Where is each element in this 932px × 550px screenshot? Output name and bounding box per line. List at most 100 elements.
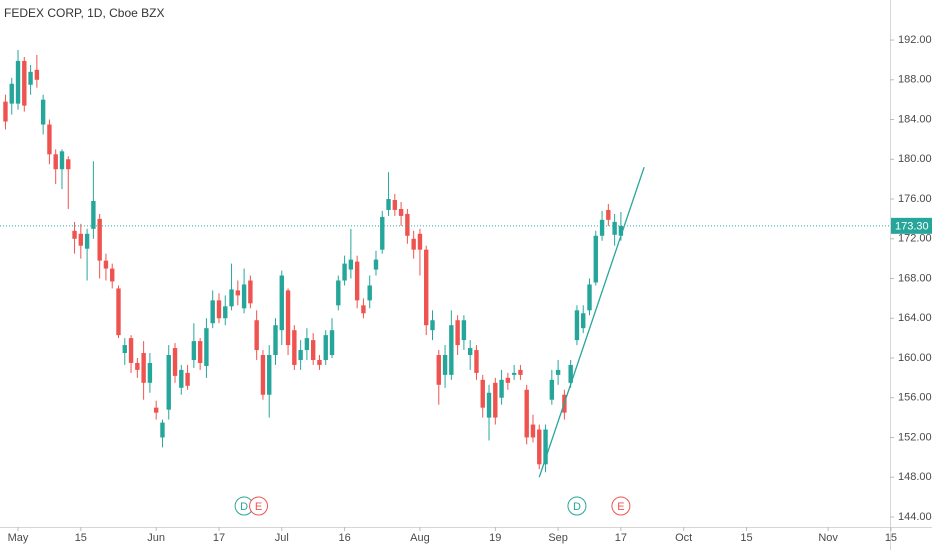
candle-body: [467, 348, 473, 356]
candle-body: [606, 209, 611, 220]
candle-body: [543, 429, 548, 465]
candle-body: [47, 124, 52, 155]
candle-body: [417, 233, 423, 250]
candle-body: [172, 348, 178, 376]
x-tick-label: Jul: [275, 532, 289, 544]
x-tick-label: Nov: [818, 532, 838, 544]
candle-body: [405, 213, 410, 236]
candle-body: [97, 218, 102, 261]
candle-body: [493, 382, 498, 418]
candle-body: [436, 355, 441, 385]
candle-body: [254, 320, 259, 351]
candle-body: [241, 284, 247, 309]
candle-body: [3, 101, 8, 122]
y-tick-label: 192.00: [898, 34, 932, 46]
candle-body: [354, 261, 360, 301]
candle-body: [40, 99, 46, 125]
candle-body: [84, 233, 90, 249]
candle-body: [386, 199, 391, 210]
x-tick-label: 19: [489, 532, 501, 544]
candle-body: [555, 369, 561, 375]
candle-body: [499, 379, 504, 398]
candle-body: [53, 154, 58, 170]
candle-body: [210, 300, 215, 324]
candle-body: [505, 377, 511, 383]
event-label: D: [240, 501, 248, 513]
event-marker: [611, 496, 631, 516]
y-tick-label: 184.00: [898, 113, 932, 125]
candle-body: [310, 340, 316, 360]
candle-body: [612, 221, 617, 235]
candle-body: [329, 330, 335, 356]
candle-body: [285, 290, 291, 346]
candle-body: [78, 233, 84, 246]
event-label: D: [573, 501, 581, 513]
candle-body: [204, 328, 209, 366]
candle-body: [304, 338, 310, 351]
candle-body: [511, 372, 517, 375]
candle-body: [593, 235, 598, 283]
candle-body: [392, 200, 398, 210]
trend-line: [538, 167, 645, 478]
candle-body: [66, 159, 71, 170]
candle-body: [568, 364, 573, 383]
y-tick-label: 156.00: [898, 392, 932, 404]
candle-body: [618, 225, 624, 236]
candle-body: [524, 389, 529, 438]
y-tick-label: 160.00: [898, 352, 932, 364]
candle-body: [461, 320, 467, 341]
y-tick-label: 144.00: [898, 511, 932, 523]
candle-body: [292, 330, 297, 365]
candle-body: [235, 290, 241, 296]
candle-body: [216, 300, 222, 319]
candle-body: [72, 230, 77, 239]
candle-body: [15, 60, 21, 104]
candle-body: [147, 362, 153, 383]
event-label: E: [617, 501, 624, 513]
chart-title: FEDEX CORP, 1D, Cboe BZX: [4, 6, 165, 20]
candle-body: [91, 201, 96, 229]
x-tick-label: Sep: [548, 532, 568, 544]
candle-body: [160, 422, 165, 438]
candle-body: [486, 392, 492, 418]
candle-body: [273, 325, 278, 356]
candle-body: [455, 320, 460, 346]
candle-body: [185, 372, 190, 386]
candle-body: [166, 355, 171, 410]
candle-body: [141, 353, 146, 383]
candle-body: [442, 355, 448, 375]
candle-body: [348, 259, 354, 270]
x-tick-label: 15: [885, 532, 897, 544]
candle-body: [317, 359, 322, 365]
x-tick-label: Oct: [675, 532, 692, 544]
candle-body: [449, 325, 454, 375]
candle-body: [549, 379, 555, 400]
x-tick-label: May: [8, 532, 29, 544]
candle-body: [267, 355, 272, 395]
x-tick-label: 17: [213, 532, 225, 544]
candle-body: [323, 335, 328, 360]
candle-body: [223, 306, 228, 319]
candle-body: [530, 424, 536, 438]
candle-body: [9, 83, 14, 104]
last-price-label: 173.30: [895, 221, 929, 233]
candle-body: [179, 369, 184, 388]
candle-body: [574, 310, 580, 341]
candle-body: [229, 289, 234, 307]
candle-body: [28, 71, 33, 85]
x-tick-label: Jun: [147, 532, 165, 544]
x-tick-label: 17: [615, 532, 627, 544]
candle-body: [367, 285, 372, 301]
candle-body: [518, 369, 523, 375]
event-marker: [249, 496, 269, 516]
y-tick-label: 164.00: [898, 312, 932, 324]
candle-body: [248, 280, 253, 304]
y-tick-label: 176.00: [898, 193, 932, 205]
candle-body: [398, 208, 404, 216]
candle-body: [260, 355, 266, 395]
candle-body: [474, 350, 479, 373]
candle-body: [411, 238, 416, 250]
y-tick-label: 148.00: [898, 471, 932, 483]
